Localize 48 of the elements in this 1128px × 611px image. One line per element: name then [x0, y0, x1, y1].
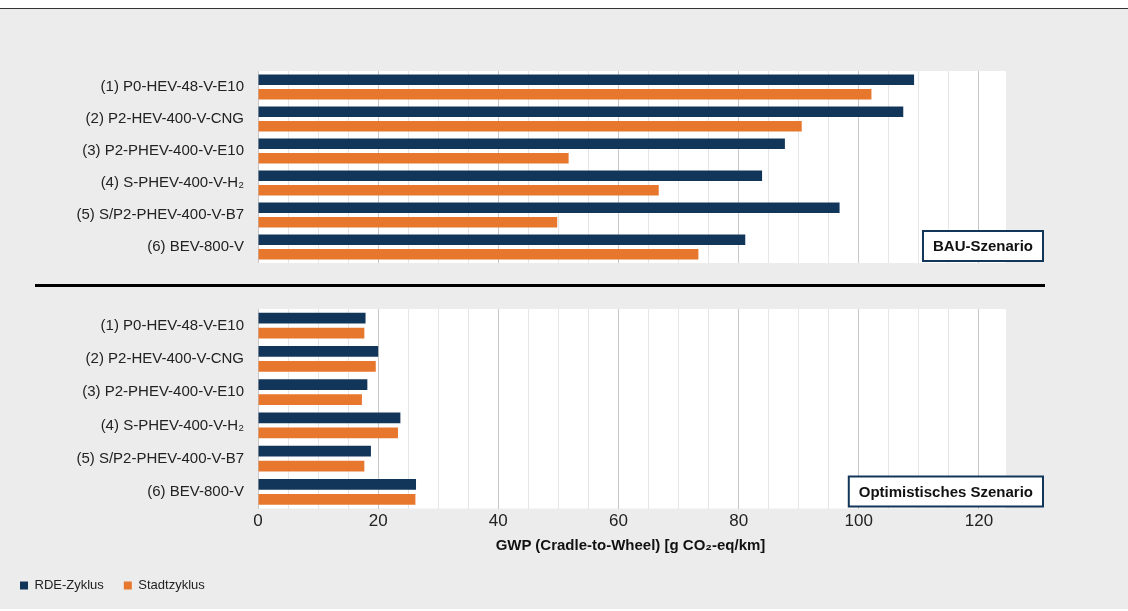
legend-label: Stadtzyklus — [138, 577, 206, 593]
bar — [258, 202, 840, 213]
bar — [258, 89, 872, 100]
bar — [258, 249, 699, 260]
x-tick-label: 100 — [844, 511, 873, 531]
bar — [258, 312, 366, 324]
bar — [258, 217, 558, 228]
x-tick-label: 20 — [368, 511, 388, 531]
y-tick-label: (5) S/P2-PHEV-400-V-B7 — [76, 205, 244, 223]
y-tick-label: (6) BEV-800-V — [147, 237, 244, 255]
bar — [258, 479, 417, 490]
y-tick-label: (1) P0-HEV-48-V-E10 — [100, 315, 244, 333]
y-tick-label: (6) BEV-800-V — [147, 482, 244, 500]
bar — [258, 138, 785, 149]
bar — [258, 153, 569, 164]
y-tick-label: (2) P2-HEV-400-V-CNG — [85, 109, 244, 127]
y-tick-label: (4) S-PHEV-400-V-H₂ — [100, 415, 245, 433]
bar — [258, 412, 401, 424]
bar — [258, 234, 746, 245]
bar — [258, 379, 368, 391]
bar — [258, 170, 763, 181]
bar — [258, 74, 915, 85]
bar — [258, 185, 659, 196]
bar — [258, 121, 802, 132]
x-axis-title: GWP (Cradle-to-Wheel) [g CO₂-eq/km] — [495, 536, 766, 554]
x-tick-label: 120 — [964, 511, 994, 531]
x-tick-label: 60 — [609, 511, 628, 531]
y-tick-label: (2) P2-HEV-400-V-CNG — [85, 349, 244, 367]
bar — [258, 327, 365, 339]
x-tick-label: 80 — [729, 511, 749, 531]
bar — [258, 460, 365, 472]
bar — [258, 394, 362, 406]
bar — [258, 494, 416, 505]
annotation: Optimistisches Szenario — [858, 482, 1034, 500]
bar — [258, 346, 379, 357]
y-tick-label: (5) S/P2-PHEV-400-V-B7 — [76, 448, 244, 466]
y-tick-label: (3) P2-PHEV-400-V-E10 — [82, 382, 244, 400]
bar — [258, 361, 376, 372]
legend-label: RDE-Zyklus — [34, 577, 105, 593]
x-tick-label: 0 — [253, 511, 263, 531]
bar — [258, 427, 398, 439]
x-tick-label: 40 — [488, 511, 508, 531]
y-tick-label: (3) P2-PHEV-400-V-E10 — [82, 141, 244, 159]
y-tick-label: (4) S-PHEV-400-V-H₂ — [100, 173, 245, 191]
y-tick-label: (1) P0-HEV-48-V-E10 — [100, 77, 244, 95]
bar — [258, 106, 904, 117]
bar — [258, 445, 371, 457]
annotation: BAU-Szenario — [932, 237, 1033, 255]
